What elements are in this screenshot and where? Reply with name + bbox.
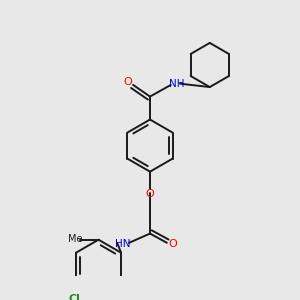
Text: HN: HN <box>115 239 130 249</box>
Text: Cl: Cl <box>68 294 80 300</box>
Text: Me: Me <box>68 234 83 244</box>
Text: NH: NH <box>169 79 184 89</box>
Text: O: O <box>123 77 132 88</box>
Text: O: O <box>146 189 154 199</box>
Text: O: O <box>168 239 177 249</box>
